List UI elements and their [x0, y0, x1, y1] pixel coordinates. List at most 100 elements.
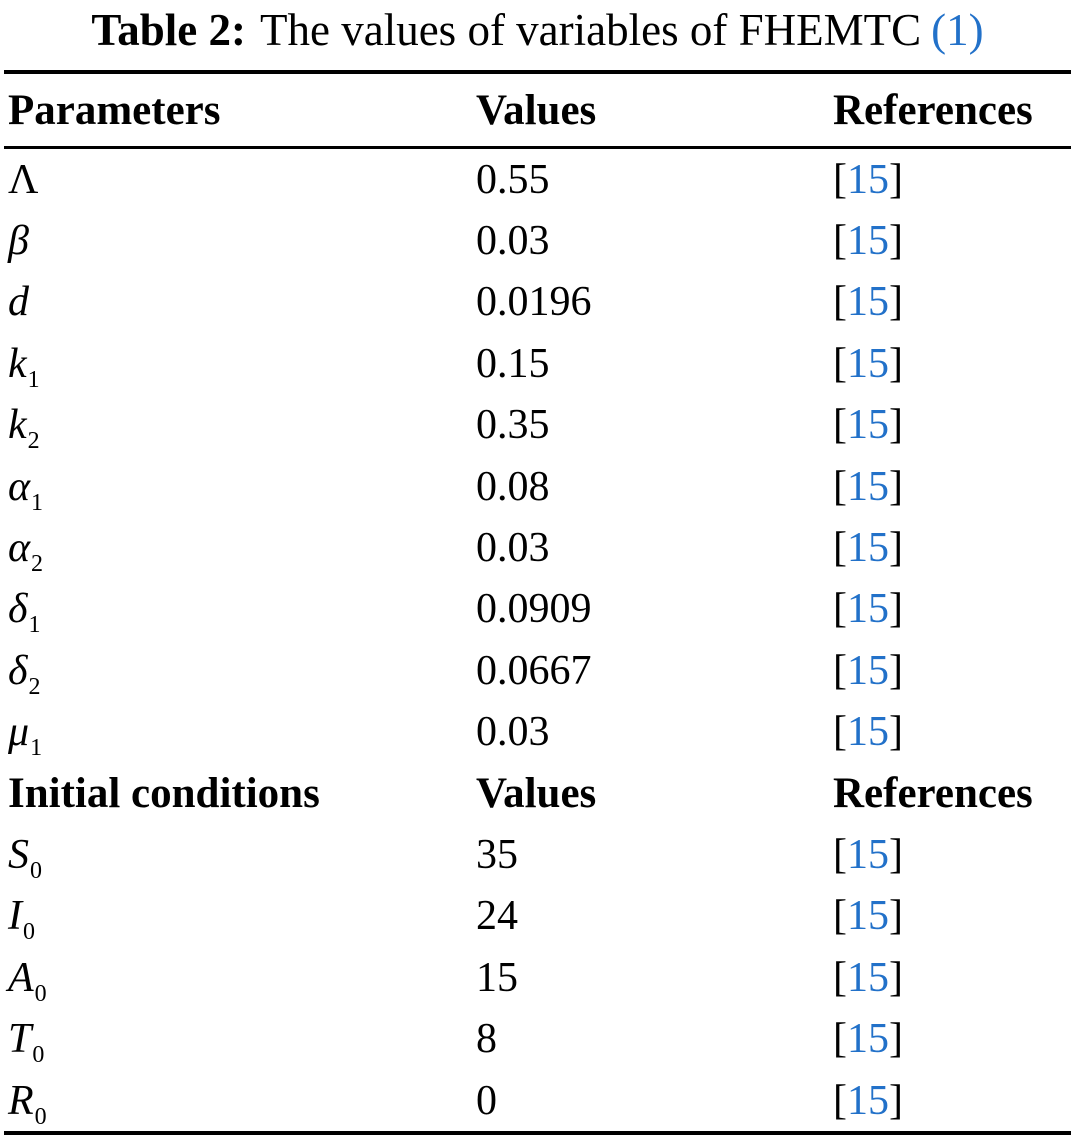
ref-bracket-close: ]	[889, 586, 903, 633]
parameter-symbol: Λ	[8, 156, 39, 203]
value-cell: 0.03	[476, 525, 550, 572]
reference-link[interactable]: 15	[847, 156, 889, 203]
reference-link[interactable]: 15	[847, 831, 889, 878]
parameter-cell: k1	[8, 340, 476, 393]
value-cell: 0.0667	[476, 647, 592, 694]
ref-bracket-close: ]	[889, 340, 903, 387]
parameter-subscript: 0	[23, 919, 35, 946]
parameter-subscript: 1	[31, 489, 44, 516]
ref-bracket-close: ]	[889, 156, 903, 203]
value-cell: 0.55	[476, 156, 550, 203]
ref-bracket-open: [	[833, 156, 847, 203]
parameter-symbol: k	[8, 402, 27, 449]
parameter-symbol: I	[8, 893, 22, 940]
parameter-symbol: R	[8, 1077, 34, 1124]
reference-cell: [15]	[833, 156, 1075, 204]
ref-bracket-open: [	[833, 218, 847, 265]
reference-link[interactable]: 15	[847, 954, 889, 1001]
value-cell: 35	[476, 831, 518, 878]
parameter-cell: μ1	[8, 708, 476, 761]
value-cell: 0	[476, 1077, 497, 1124]
reference-cell: [15]	[833, 892, 1075, 940]
reference-link[interactable]: 15	[847, 218, 889, 265]
header-references: References	[833, 86, 1033, 134]
reference-cell: [15]	[833, 217, 1075, 265]
reference-cell: [15]	[833, 585, 1075, 633]
reference-cell: [15]	[833, 524, 1075, 572]
table-row-alpha1: α1 0.08 [15]	[0, 456, 1075, 517]
ref-bracket-open: [	[833, 1016, 847, 1063]
parameter-subscript: 1	[28, 612, 41, 639]
reference-link[interactable]: 15	[847, 647, 889, 694]
parameter-symbol: S	[8, 831, 29, 878]
parameter-symbol: α	[8, 525, 31, 572]
value-cell: 0.0909	[476, 586, 592, 633]
ref-bracket-open: [	[833, 586, 847, 633]
reference-link[interactable]: 15	[847, 586, 889, 633]
parameter-symbol: δ	[8, 647, 28, 694]
table-header-rule	[4, 146, 1071, 149]
parameter-cell: I0	[8, 892, 476, 945]
section-header-values: Values	[476, 770, 597, 818]
ref-bracket-open: [	[833, 402, 847, 449]
parameter-subscript: 1	[30, 735, 43, 762]
ref-bracket-open: [	[833, 831, 847, 878]
reference-cell: [15]	[833, 647, 1075, 695]
section-header-initial-conditions: Initial conditions	[8, 770, 320, 818]
parameter-subscript: 2	[27, 428, 40, 455]
parameter-symbol: μ	[8, 709, 30, 756]
parameter-subscript: 0	[32, 1042, 45, 1069]
parameter-cell: δ2	[8, 647, 476, 700]
table-caption: Table 2: The values of variables of FHEMT…	[0, 0, 1075, 70]
parameter-cell: S0	[8, 831, 476, 884]
reference-cell: [15]	[833, 708, 1075, 756]
parameter-subscript: 2	[31, 551, 44, 578]
parameter-cell: Λ	[8, 156, 476, 204]
reference-cell: [15]	[833, 401, 1075, 449]
reference-cell: [15]	[833, 1077, 1075, 1125]
reference-link[interactable]: 15	[847, 340, 889, 387]
parameter-subscript: 0	[34, 1103, 47, 1130]
parameter-cell: β	[8, 217, 476, 265]
parameter-symbol: k	[8, 340, 27, 387]
value-cell: 24	[476, 893, 518, 940]
caption-equation-link[interactable]: (1)	[931, 5, 984, 55]
reference-link[interactable]: 15	[847, 709, 889, 756]
value-cell: 8	[476, 1016, 497, 1063]
reference-link[interactable]: 15	[847, 1077, 889, 1124]
table-row-k2: k2 0.35 [15]	[0, 395, 1075, 456]
reference-link[interactable]: 15	[847, 1016, 889, 1063]
reference-link[interactable]: 15	[847, 893, 889, 940]
table-row-mu1: μ1 0.03 [15]	[0, 702, 1075, 763]
table-row-t0: T0 8 [15]	[0, 1008, 1075, 1069]
reference-link[interactable]: 15	[847, 525, 889, 572]
ref-bracket-close: ]	[889, 954, 903, 1001]
ref-bracket-close: ]	[889, 831, 903, 878]
ref-bracket-open: [	[833, 340, 847, 387]
ref-bracket-open: [	[833, 279, 847, 326]
table-row-d: d 0.0196 [15]	[0, 272, 1075, 333]
reference-link[interactable]: 15	[847, 279, 889, 326]
header-values: Values	[476, 86, 597, 134]
ref-bracket-open: [	[833, 709, 847, 756]
parameter-symbol: T	[8, 1016, 32, 1063]
table-row-lambda: Λ 0.55 [15]	[0, 149, 1075, 210]
header-parameters: Parameters	[8, 86, 221, 134]
parameter-symbol: A	[8, 954, 34, 1001]
reference-cell: [15]	[833, 278, 1075, 326]
ref-bracket-close: ]	[889, 647, 903, 694]
value-cell: 0.08	[476, 463, 550, 510]
reference-cell: [15]	[833, 831, 1075, 879]
parameter-cell: k2	[8, 401, 476, 454]
reference-link[interactable]: 15	[847, 402, 889, 449]
reference-link[interactable]: 15	[847, 463, 889, 510]
table-section-header-row: Initial conditions Values References	[0, 763, 1075, 824]
ref-bracket-open: [	[833, 647, 847, 694]
value-cell: 0.03	[476, 218, 550, 265]
parameter-cell: d	[8, 278, 476, 326]
caption-title: The values of variables of FHEMTC	[260, 5, 922, 55]
table-header-row: Parameters Values References	[0, 74, 1075, 146]
ref-bracket-close: ]	[889, 463, 903, 510]
table-row-a0: A0 15 [15]	[0, 947, 1075, 1008]
parameter-symbol: δ	[8, 586, 28, 633]
